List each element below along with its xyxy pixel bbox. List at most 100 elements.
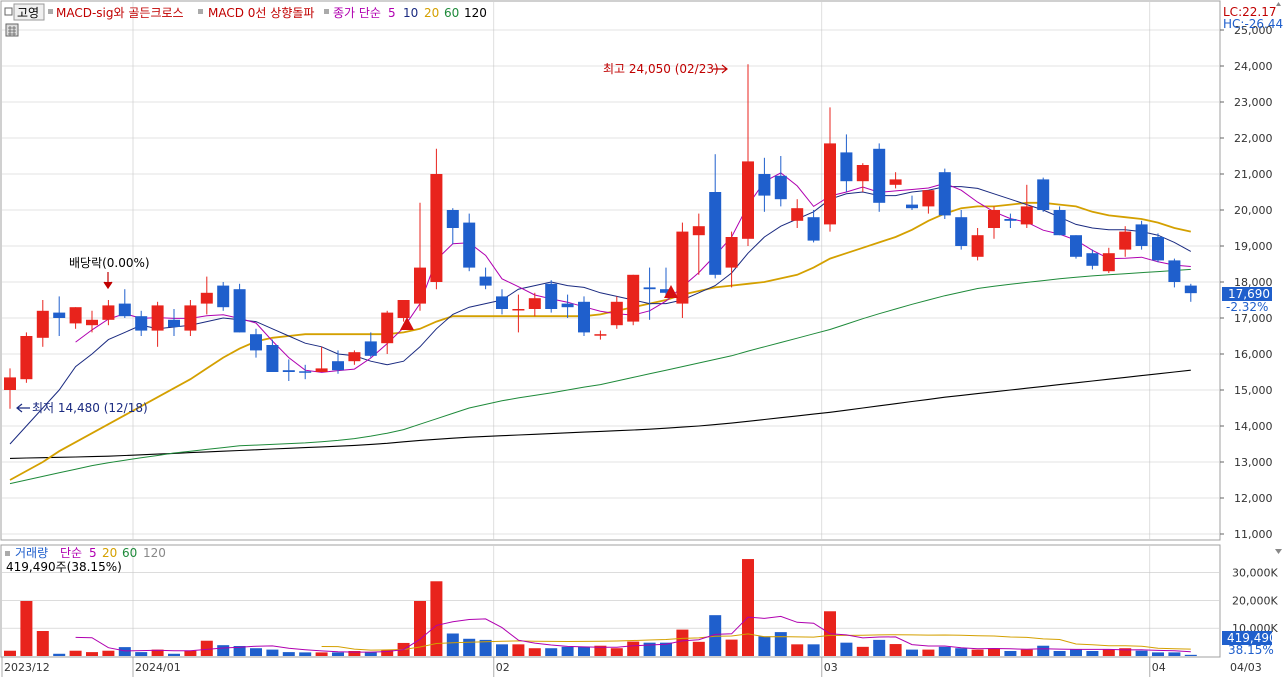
volume-bar <box>545 648 558 656</box>
volume-ma-60: 60 <box>122 546 137 560</box>
volume-bar <box>479 639 492 656</box>
candle-body <box>725 237 738 268</box>
volume-bar <box>561 646 574 656</box>
volume-ma-20: 20 <box>102 546 117 560</box>
volume-bar <box>692 641 705 656</box>
volume-ma5-line <box>75 615 1191 653</box>
high-annotation: 최고 24,050 (02/23) <box>603 62 719 76</box>
volume-bar <box>348 651 361 656</box>
scroll-handle-icon[interactable] <box>1275 549 1282 554</box>
candle-body <box>1168 260 1181 282</box>
candle-body <box>643 287 656 290</box>
settings-grid-icon[interactable] <box>5 23 19 37</box>
volume-bar <box>414 601 426 656</box>
price-tick-label: 24,000 <box>1234 60 1273 73</box>
last-price-value: 17,690 <box>1228 287 1270 301</box>
volume-bar <box>102 650 115 656</box>
indicator-macd-sig-label[interactable]: MACD-sig와 골든크로스 <box>56 6 184 20</box>
price-tick-label: 19,000 <box>1234 240 1273 253</box>
volume-bar <box>1086 651 1099 656</box>
volume-bar <box>200 640 213 656</box>
candle-body <box>922 190 935 207</box>
candle-body <box>332 361 344 371</box>
volume-bar <box>660 642 672 656</box>
volume-bar <box>578 646 590 656</box>
volume-bar <box>151 649 164 656</box>
volume-bar <box>266 649 279 656</box>
candle-body <box>1070 235 1082 257</box>
candle-body <box>397 300 410 318</box>
candle-body <box>266 345 279 372</box>
volume-bar <box>643 642 656 656</box>
candle-body <box>1020 206 1033 225</box>
candle-body <box>545 283 558 309</box>
candle-body <box>578 301 590 333</box>
volume-bar <box>332 652 344 656</box>
volume-bar <box>36 631 49 656</box>
mode-label: 고영 <box>17 6 39 20</box>
candle-body <box>955 217 968 246</box>
price-tick-label: 18,000 <box>1234 276 1273 289</box>
volume-ma-lines <box>75 615 1191 653</box>
date-tick-label: 04 <box>1152 661 1166 674</box>
candle-body <box>20 336 33 380</box>
volume-bar <box>988 648 1000 656</box>
candle-body <box>430 174 443 282</box>
candle-body <box>102 305 115 320</box>
candle-body <box>889 179 902 185</box>
indicator-macd-zero-label[interactable]: MACD 0선 상향돌파 <box>208 6 314 20</box>
volume-bar <box>906 649 918 656</box>
candle-body <box>1102 253 1115 272</box>
last-volume-box <box>1222 631 1272 645</box>
volume-ma-title: 단순 <box>60 546 82 560</box>
candle-body <box>381 312 394 344</box>
volume-bar <box>955 648 968 656</box>
candle-body <box>856 165 869 182</box>
volume-bar <box>315 652 328 656</box>
candle-body <box>348 352 361 362</box>
volume-title[interactable]: 거래량 <box>15 546 48 560</box>
candle-body <box>446 210 459 228</box>
candle-body <box>988 210 1000 228</box>
candle-body <box>1053 210 1066 236</box>
volume-bar <box>840 642 853 656</box>
volume-bar <box>709 615 722 656</box>
price-panel-frame <box>0 0 1221 541</box>
candle-body <box>676 231 689 304</box>
volume-bar <box>364 652 377 656</box>
volume-bar <box>1168 652 1181 656</box>
candle-body <box>168 319 180 327</box>
menu-square-icon[interactable] <box>4 7 13 16</box>
volume-bar <box>463 638 476 656</box>
price-tick-label: 25,000 <box>1234 24 1273 37</box>
volume-bar <box>168 653 180 656</box>
candle-body <box>1152 237 1164 261</box>
volume-ma20-line <box>321 633 1191 651</box>
volume-bar <box>971 649 984 656</box>
candle-body <box>184 305 197 331</box>
mode-button[interactable] <box>13 3 45 21</box>
last-change-value: -2.32% <box>1226 300 1268 314</box>
candle-body <box>1135 224 1148 246</box>
volume-bars <box>4 559 1197 656</box>
ma-period-10: 10 <box>403 6 418 20</box>
price-tick-label: 13,000 <box>1234 456 1273 469</box>
volume-bar <box>1135 650 1148 656</box>
volume-bar <box>873 639 886 656</box>
ma-title[interactable]: 종가 단순 <box>333 6 381 20</box>
candle-body <box>1184 285 1197 294</box>
candle-body <box>1119 231 1132 250</box>
lc-readout: LC:22.17 <box>1223 5 1276 19</box>
volume-bar <box>1102 649 1115 656</box>
candle-body <box>414 267 426 304</box>
ma-period-120: 120 <box>464 6 487 20</box>
volume-ma-5: 5 <box>89 546 97 560</box>
candle-body <box>971 235 984 257</box>
volume-bar <box>381 649 394 656</box>
volume-bar <box>1004 651 1017 656</box>
volume-bar <box>1053 651 1066 656</box>
scroll-up-icon[interactable] <box>1276 2 1281 6</box>
volume-bar <box>282 652 295 656</box>
volume-bar <box>594 645 607 656</box>
